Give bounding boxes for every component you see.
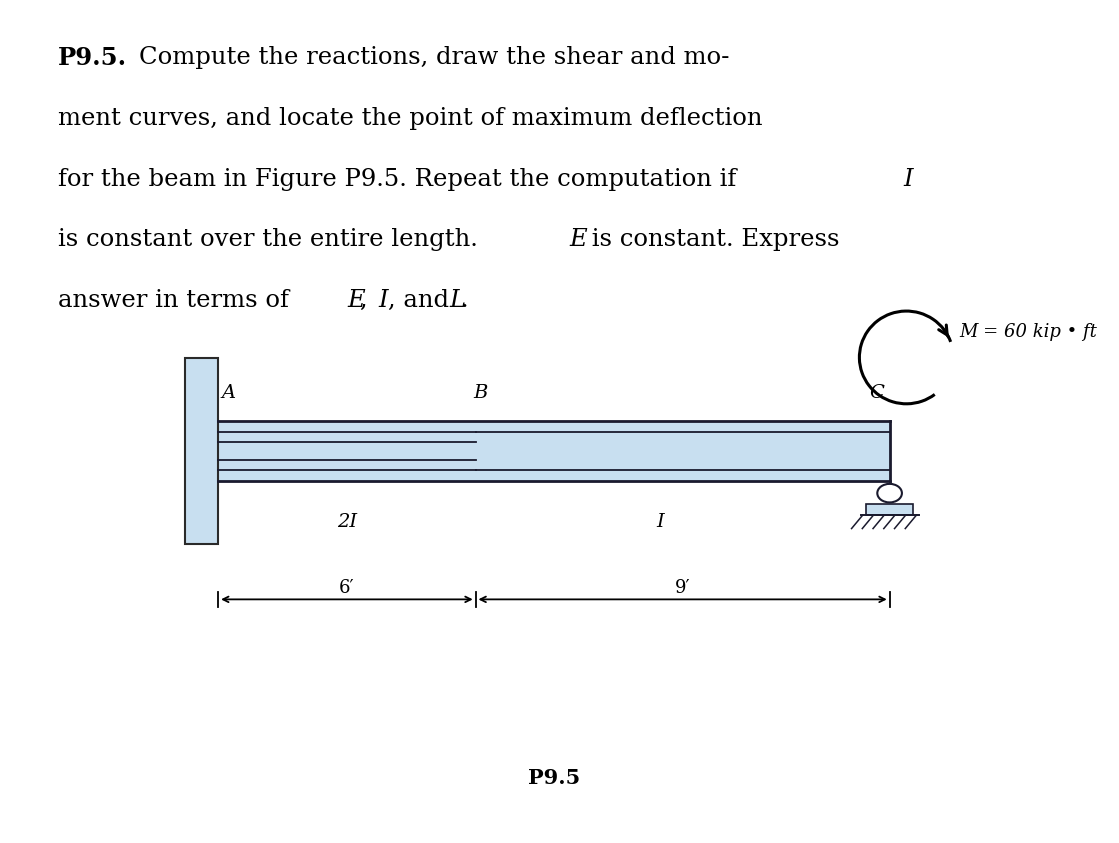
Bar: [218, 421, 890, 481]
Text: 2I: 2I: [337, 513, 357, 531]
Text: M = 60 kip • ft: M = 60 kip • ft: [959, 323, 1097, 341]
Text: E: E: [347, 289, 365, 312]
Text: is constant over the entire length.: is constant over the entire length.: [58, 228, 486, 251]
Text: .: .: [461, 289, 469, 312]
Bar: [866, 504, 913, 515]
Text: for the beam in Figure P9.5. Repeat the computation if: for the beam in Figure P9.5. Repeat the …: [58, 168, 744, 191]
Text: ,: ,: [360, 289, 376, 312]
Text: L: L: [450, 289, 466, 312]
Bar: [185, 358, 218, 544]
Text: A: A: [222, 384, 236, 402]
Text: I: I: [378, 289, 388, 312]
Text: answer in terms of: answer in terms of: [58, 289, 297, 312]
Text: Compute the reactions, draw the shear and mo-: Compute the reactions, draw the shear an…: [139, 46, 730, 69]
Circle shape: [877, 484, 902, 502]
Text: , and: , and: [388, 289, 457, 312]
Text: I: I: [657, 513, 664, 531]
Text: ment curves, and locate the point of maximum deflection: ment curves, and locate the point of max…: [58, 107, 763, 130]
Text: I: I: [903, 168, 913, 191]
Text: P9.5.: P9.5.: [58, 46, 128, 70]
Text: is constant. Express: is constant. Express: [584, 228, 839, 251]
Text: C: C: [869, 384, 884, 402]
Text: 6′: 6′: [339, 579, 355, 597]
Text: 9′: 9′: [675, 579, 690, 597]
Text: B: B: [473, 384, 488, 402]
Text: E: E: [570, 228, 587, 251]
Text: P9.5: P9.5: [528, 768, 580, 788]
